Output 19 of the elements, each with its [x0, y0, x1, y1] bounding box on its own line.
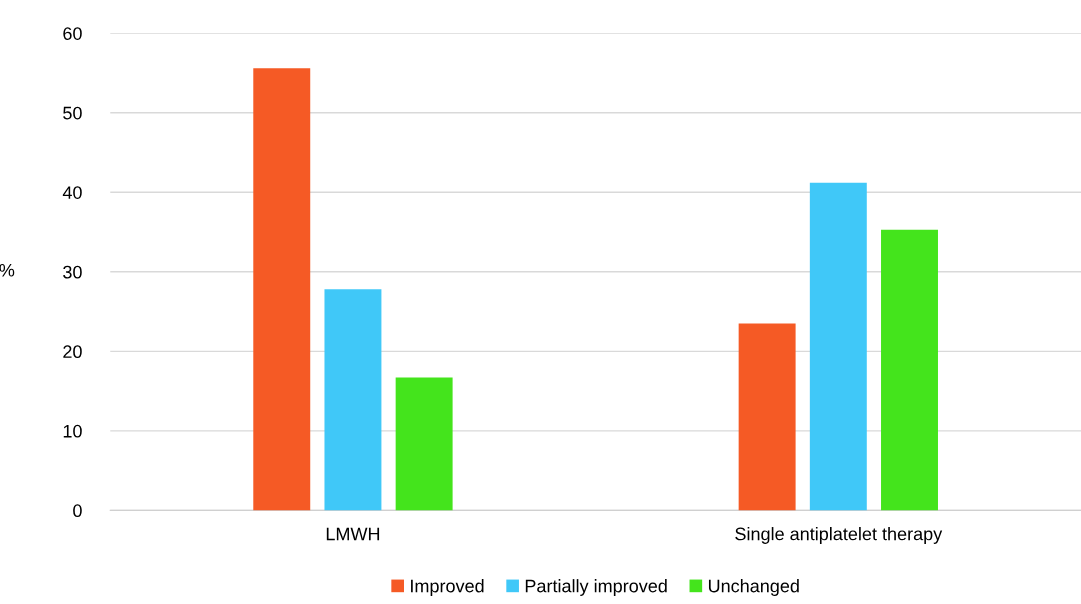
bar [738, 323, 796, 511]
legend-label: Partially improved [525, 579, 667, 596]
y-tick-label: 0 [73, 504, 82, 518]
bar [324, 289, 382, 511]
legend-label: Unchanged [708, 579, 799, 596]
x-tick-label: LMWH [326, 527, 380, 541]
bar [809, 182, 867, 511]
y-tick-label: 20 [63, 345, 82, 359]
bar [395, 377, 453, 511]
legend-label: Improved [411, 579, 484, 596]
bar [253, 68, 311, 511]
y-axis-title: % [0, 263, 15, 277]
y-tick-label: 40 [62, 186, 82, 199]
x-tick-label: Single antiplatelet therapy [735, 527, 943, 544]
y-tick-label: 60 [63, 27, 82, 40]
y-tick-label: 30 [63, 265, 82, 279]
bar [881, 229, 938, 511]
y-tick-label: 10 [63, 424, 82, 438]
y-tick-label: 50 [63, 106, 82, 120]
